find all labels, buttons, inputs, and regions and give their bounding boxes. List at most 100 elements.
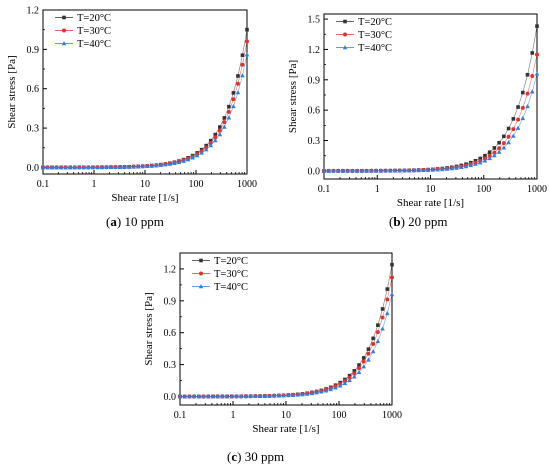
data-point bbox=[468, 162, 474, 168]
data-point bbox=[154, 163, 159, 168]
data-point bbox=[300, 392, 305, 397]
data-point bbox=[497, 140, 501, 145]
data-point bbox=[331, 168, 336, 173]
legend-marker bbox=[343, 19, 347, 24]
data-point bbox=[361, 356, 366, 360]
series-line bbox=[42, 54, 248, 168]
data-point bbox=[286, 392, 291, 398]
data-point bbox=[210, 394, 216, 399]
legend-marker bbox=[62, 28, 66, 33]
data-point bbox=[402, 168, 407, 173]
legend-label: T=30°C bbox=[358, 30, 392, 41]
data-point bbox=[487, 155, 492, 161]
data-point bbox=[340, 168, 346, 173]
data-point bbox=[231, 103, 236, 109]
data-point bbox=[361, 359, 366, 364]
data-point bbox=[90, 164, 96, 170]
data-point bbox=[380, 326, 385, 331]
plot-frame bbox=[179, 252, 393, 406]
data-point bbox=[525, 103, 530, 109]
data-point bbox=[262, 393, 268, 398]
data-point bbox=[535, 52, 539, 57]
y-tick-label: 1.2 bbox=[27, 6, 40, 17]
y-tick-label: 0.9 bbox=[308, 75, 321, 86]
data-point bbox=[425, 167, 431, 172]
legend-marker bbox=[199, 271, 203, 276]
data-point bbox=[516, 105, 520, 109]
data-point bbox=[359, 168, 365, 173]
data-point bbox=[257, 393, 263, 398]
data-point bbox=[108, 164, 114, 169]
data-point bbox=[238, 393, 244, 399]
data-point bbox=[45, 165, 50, 170]
data-point bbox=[63, 165, 68, 170]
data-point bbox=[483, 153, 487, 158]
series-line bbox=[42, 29, 248, 168]
series-line bbox=[42, 41, 248, 168]
data-point bbox=[140, 164, 146, 169]
data-point bbox=[226, 109, 231, 114]
data-point bbox=[240, 62, 245, 67]
data-point bbox=[144, 163, 150, 168]
data-point bbox=[357, 366, 362, 371]
legend-label: T=40°C bbox=[77, 39, 111, 50]
y-tick-label: 1.5 bbox=[308, 15, 321, 26]
x-axis-label: Shear rate [1/s] bbox=[252, 423, 319, 435]
caption-a: (a) 10 ppm bbox=[106, 214, 164, 229]
y-tick-label: 1.2 bbox=[308, 45, 321, 56]
x-tick-label: 1 bbox=[375, 184, 380, 195]
data-point bbox=[375, 330, 380, 335]
data-point bbox=[440, 166, 445, 172]
data-point bbox=[205, 394, 211, 399]
data-point bbox=[411, 168, 417, 173]
data-point bbox=[502, 134, 506, 139]
data-point bbox=[515, 125, 521, 130]
data-point bbox=[366, 347, 371, 351]
data-point bbox=[309, 390, 315, 396]
data-point bbox=[385, 297, 390, 302]
data-point bbox=[54, 165, 59, 170]
data-point bbox=[347, 377, 352, 383]
data-point bbox=[342, 380, 348, 386]
legend-marker bbox=[343, 32, 347, 37]
series-line bbox=[179, 264, 393, 397]
data-point bbox=[271, 393, 277, 398]
data-point bbox=[506, 140, 511, 145]
series-1 bbox=[178, 262, 394, 399]
x-tick-label: 0.1 bbox=[174, 410, 187, 421]
data-point bbox=[435, 167, 440, 172]
caption-c: (c) 30 ppm bbox=[227, 449, 285, 464]
data-point bbox=[525, 91, 530, 96]
data-point bbox=[240, 73, 245, 78]
data-point bbox=[444, 166, 450, 171]
data-point bbox=[181, 158, 186, 163]
data-point bbox=[430, 167, 436, 172]
data-point bbox=[276, 393, 282, 398]
data-point bbox=[449, 166, 455, 171]
data-point bbox=[328, 386, 334, 392]
data-point bbox=[194, 153, 200, 158]
data-point bbox=[163, 162, 168, 167]
data-point bbox=[530, 51, 535, 55]
data-point bbox=[347, 373, 352, 378]
data-point bbox=[126, 164, 132, 169]
data-point bbox=[231, 91, 236, 95]
data-point bbox=[208, 143, 214, 148]
data-point bbox=[304, 391, 310, 396]
data-point bbox=[389, 292, 395, 297]
x-tick-label: 10 bbox=[281, 410, 291, 421]
data-point bbox=[373, 168, 379, 173]
data-point bbox=[167, 161, 173, 166]
data-point bbox=[76, 164, 82, 170]
y-tick-label: 0.3 bbox=[308, 136, 321, 147]
data-point bbox=[511, 133, 516, 138]
y-tick-label: 0.0 bbox=[27, 163, 40, 174]
data-point bbox=[99, 164, 105, 170]
data-point bbox=[176, 159, 182, 165]
data-point bbox=[406, 168, 412, 173]
data-point bbox=[525, 72, 530, 77]
data-point bbox=[243, 393, 249, 399]
data-point bbox=[191, 394, 197, 399]
data-point bbox=[203, 147, 209, 152]
